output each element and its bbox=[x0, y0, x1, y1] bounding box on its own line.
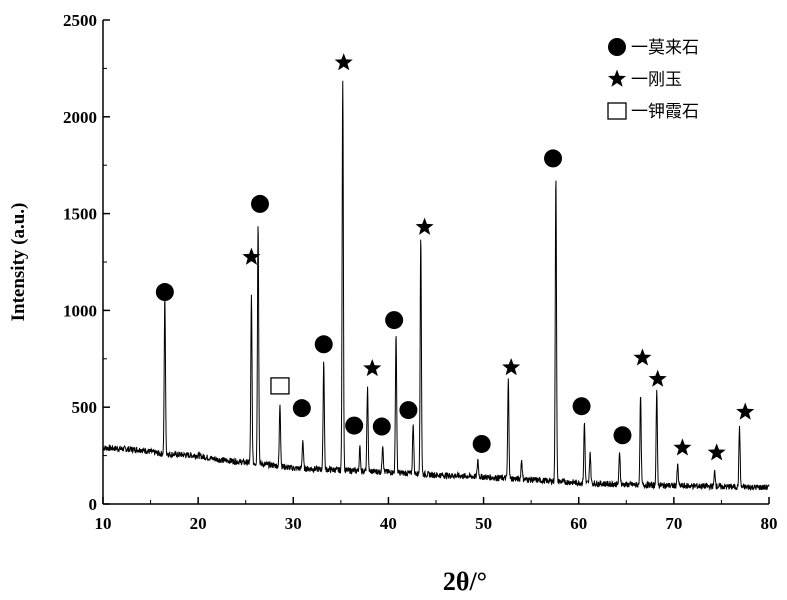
mullite-circle-marker bbox=[572, 397, 591, 416]
axes bbox=[102, 19, 770, 505]
legend-circle-symbol bbox=[608, 38, 626, 56]
mullite-circle-marker bbox=[399, 401, 418, 420]
x-tick-label: 10 bbox=[95, 514, 112, 533]
x-tick-label: 70 bbox=[665, 514, 682, 533]
corundum-star-marker bbox=[363, 358, 382, 377]
corundum-star-marker bbox=[648, 369, 667, 387]
corundum-star-marker bbox=[673, 438, 692, 456]
diffraction-line bbox=[102, 80, 770, 491]
x-axis-label: 2θ/° bbox=[443, 567, 487, 596]
x-tick-label: 30 bbox=[285, 514, 302, 533]
y-tick-label: 1000 bbox=[63, 301, 97, 320]
legend-label: 一莫来石 bbox=[631, 38, 699, 58]
mullite-circle-marker bbox=[385, 311, 404, 330]
tick-labels: 10 20 30 40 50 60 70 80 0 500 1000 1500 2000 2500 bbox=[63, 11, 778, 533]
legend-label: 一刚玉 bbox=[631, 70, 682, 90]
legend-entry: 一钾霞石 bbox=[607, 102, 699, 122]
mullite-circle-marker bbox=[472, 434, 491, 453]
mullite-circle-marker bbox=[345, 416, 364, 435]
mullite-circle-marker bbox=[155, 283, 174, 302]
corundum-star-marker bbox=[502, 358, 521, 376]
legend-square-symbol bbox=[607, 102, 627, 120]
y-tick-label: 2500 bbox=[63, 11, 97, 30]
y-tick-label: 1500 bbox=[63, 205, 97, 224]
x-tick-label: 40 bbox=[380, 514, 397, 533]
mullite-circle-marker bbox=[314, 335, 333, 354]
y-tick-label: 2000 bbox=[63, 108, 97, 127]
y-tick-label: 500 bbox=[72, 398, 98, 417]
legend-entry: 一刚玉 bbox=[607, 69, 682, 90]
corundum-star-marker bbox=[707, 443, 726, 461]
x-tick-label: 50 bbox=[475, 514, 492, 533]
mullite-circle-marker bbox=[544, 149, 563, 168]
diffraction-pattern bbox=[102, 80, 770, 491]
phase-markers bbox=[155, 53, 755, 461]
corundum-star-marker bbox=[633, 348, 652, 366]
kalsilite-square-marker bbox=[270, 377, 290, 395]
mullite-circle-marker bbox=[250, 194, 269, 213]
corundum-star-marker bbox=[242, 247, 261, 265]
y-tick-label: 0 bbox=[89, 495, 98, 514]
legend-label: 一钾霞石 bbox=[631, 102, 699, 122]
x-tick-label: 60 bbox=[570, 514, 587, 533]
mullite-circle-marker bbox=[613, 426, 632, 445]
y-axis-label: Intensity (a.u.) bbox=[8, 203, 29, 322]
mullite-circle-marker bbox=[292, 399, 311, 418]
corundum-star-marker bbox=[415, 217, 434, 235]
x-tick-label: 20 bbox=[190, 514, 207, 533]
corundum-star-marker bbox=[334, 53, 353, 71]
legend-star-symbol bbox=[607, 69, 627, 87]
corundum-star-marker bbox=[736, 402, 755, 420]
x-tick-label: 80 bbox=[761, 514, 778, 533]
mullite-circle-marker bbox=[372, 417, 391, 436]
legend-entry: 一莫来石 bbox=[608, 38, 699, 58]
